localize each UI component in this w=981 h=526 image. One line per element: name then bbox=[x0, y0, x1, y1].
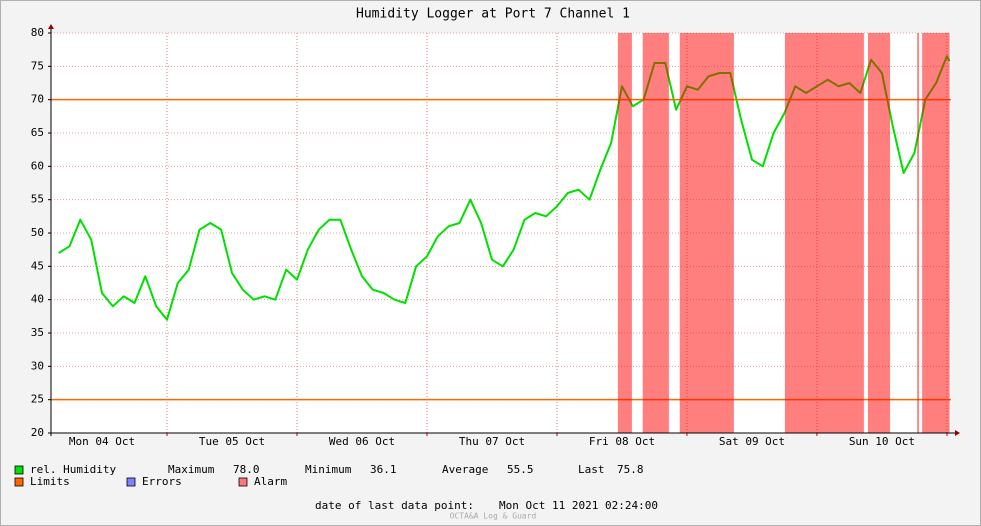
x-axis-arrow bbox=[955, 430, 960, 436]
y-axis-arrow bbox=[48, 24, 54, 29]
watermark: OCTA&A Log & Guard bbox=[450, 512, 537, 521]
legend-label: Alarm bbox=[254, 475, 287, 488]
alarm-span bbox=[617, 33, 632, 433]
y-tick-label: 40 bbox=[31, 293, 44, 306]
y-tick-label: 65 bbox=[31, 126, 44, 139]
y-tick-label: 60 bbox=[31, 159, 44, 172]
y-tick-label: 55 bbox=[31, 193, 44, 206]
legend-swatch bbox=[14, 465, 24, 475]
stat-name: Average bbox=[442, 463, 488, 476]
y-tick-label: 30 bbox=[31, 359, 44, 372]
x-tick-label: Tue 05 Oct bbox=[199, 435, 265, 448]
legend-label: Errors bbox=[142, 475, 182, 488]
y-tick-label: 50 bbox=[31, 226, 44, 239]
stat-value: 75.8 bbox=[617, 463, 644, 476]
marks bbox=[51, 33, 951, 433]
stat-value: 78.0 bbox=[233, 463, 260, 476]
stat-name: Last bbox=[578, 463, 605, 476]
legend-swatch bbox=[14, 477, 24, 487]
alarm-span bbox=[679, 33, 734, 433]
y-tick-label: 25 bbox=[31, 393, 44, 406]
legend-swatch bbox=[238, 477, 248, 487]
chart-title: Humidity Logger at Port 7 Channel 1 bbox=[356, 7, 630, 22]
y-tick-label: 80 bbox=[31, 26, 44, 39]
alarm-span bbox=[642, 33, 669, 433]
legend-label: Limits bbox=[30, 475, 70, 488]
alarm-span bbox=[867, 33, 891, 433]
alarm-span bbox=[784, 33, 864, 433]
stat-value: 36.1 bbox=[370, 463, 397, 476]
x-tick-label: Thu 07 Oct bbox=[459, 435, 525, 448]
y-tick-label: 45 bbox=[31, 259, 44, 272]
x-tick-label: Wed 06 Oct bbox=[329, 435, 395, 448]
footer-value: Mon Oct 11 2021 02:24:00 bbox=[499, 499, 658, 512]
x-tick-label: Sun 10 Oct bbox=[849, 435, 915, 448]
x-tick-label: Sat 09 Oct bbox=[719, 435, 785, 448]
legend: rel. Humidity Maximum 78.0 Minimum 36.1 Avera… bbox=[14, 463, 644, 488]
y-tick-label: 70 bbox=[31, 93, 44, 106]
y-tick-label: 20 bbox=[31, 426, 44, 439]
stat-name: Minimum bbox=[305, 463, 352, 476]
y-tick-label: 75 bbox=[31, 59, 44, 72]
legend-label: rel. Humidity bbox=[30, 463, 116, 476]
x-tick-label: Fri 08 Oct bbox=[589, 435, 655, 448]
stat-value: 55.5 bbox=[507, 463, 534, 476]
y-tick-label: 35 bbox=[31, 326, 44, 339]
axes: 20 25 30 35 40 45 50 55 60 65 70 75 80 Mon 04 Oct Tue … bbox=[31, 24, 960, 448]
stat-name: Maximum bbox=[168, 463, 215, 476]
footer-label: date of last data point: bbox=[315, 499, 474, 512]
alarm-span bbox=[917, 33, 919, 433]
alarm-span bbox=[922, 33, 950, 433]
x-tick-label: Mon 04 Oct bbox=[69, 435, 135, 448]
legend-swatch bbox=[126, 477, 136, 487]
